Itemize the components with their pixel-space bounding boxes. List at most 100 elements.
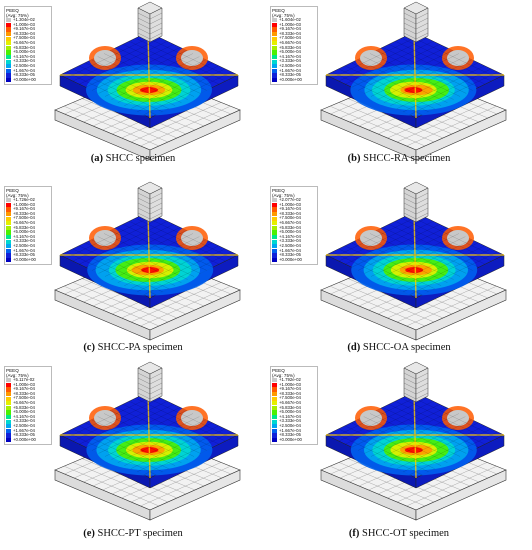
legend-entry: +0.000e+00	[272, 77, 316, 83]
legend-entry: +8.333e-05	[272, 253, 316, 258]
legend-entry: +3.333e-04	[6, 419, 50, 424]
panel-caption-letter: (a)	[90, 153, 103, 164]
legend-entry: +5.117e-02	[6, 377, 50, 383]
legend-swatch	[272, 257, 277, 263]
legend-entry: +5.000e-04	[272, 230, 316, 235]
legend-swatch	[6, 64, 11, 69]
legend-swatch	[6, 27, 11, 32]
legend-entry: +1.000e-03	[272, 382, 316, 388]
legend-value: +8.333e-04	[13, 30, 35, 36]
legend-value: +5.000e-04	[13, 229, 35, 235]
legend-value: +1.000e-03	[279, 201, 301, 207]
legend-swatch	[6, 230, 11, 235]
legend-value: +1.304e-02	[13, 17, 35, 22]
legend-value: +8.333e-04	[13, 390, 35, 396]
panel-caption-letter: (c)	[83, 342, 95, 353]
legend-swatch	[272, 41, 277, 46]
legend-value: +6.667e-04	[279, 219, 301, 225]
legend-entry: +8.333e-05	[6, 73, 50, 78]
legend-swatch	[272, 433, 277, 438]
legend-entry: +7.500e-04	[6, 216, 50, 221]
legend-value: +8.333e-05	[13, 432, 35, 438]
legend-swatch	[272, 68, 277, 73]
legend-entry: +4.167e-04	[272, 414, 316, 420]
legend-entry: +3.333e-04	[272, 59, 316, 64]
legend-entry: +1.667e-04	[272, 68, 316, 74]
legend-value: +6.667e-04	[279, 399, 301, 405]
legend-swatch	[6, 31, 11, 37]
legend-entry: +6.667e-04	[6, 40, 50, 46]
legend-entry: +1.000e-03	[272, 201, 316, 208]
panel-caption: (e) SHCC-PT specimen	[0, 528, 266, 539]
legend-value: +2.500e-04	[279, 422, 301, 428]
specimen-contour-plot	[54, 181, 241, 341]
legend-title: PEEQ	[272, 8, 285, 13]
legend-swatch	[6, 59, 11, 64]
legend-entry: +1.667e-04	[272, 428, 316, 434]
legend-value: +4.167e-04	[279, 53, 301, 59]
legend-entry: +8.333e-04	[6, 30, 50, 37]
legend-value: +5.000e-04	[13, 409, 35, 415]
legend-entry: +3.333e-04	[272, 239, 316, 244]
legend-entry: +5.000e-04	[6, 50, 50, 55]
legend-swatch	[272, 50, 277, 55]
legend-entry: +9.167e-04	[272, 387, 316, 392]
legend-swatch	[6, 45, 11, 50]
legend-swatch	[6, 387, 11, 392]
legend-entry: +5.000e-04	[272, 50, 316, 55]
legend-entry: +6.667e-04	[272, 219, 316, 226]
panel-caption-text: SHCC-OT specimen	[362, 528, 450, 539]
legend-value: +8.333e-04	[279, 390, 301, 396]
legend-title: PEEQ	[6, 368, 19, 373]
legend-entry: +0.000e+00	[6, 437, 50, 443]
legend-entry: +2.500e-04	[6, 63, 50, 69]
legend-swatch	[272, 211, 277, 217]
panel-caption-text: SHCC-PT specimen	[97, 528, 183, 539]
legend-entry: +0.000e+00	[272, 437, 316, 443]
legend-entry: +1.000e-03	[6, 382, 50, 388]
legend-value: +2.500e-04	[13, 422, 35, 428]
legend-entry: +7.500e-04	[272, 396, 316, 401]
panel-caption-text: SHCC-RA specimen	[363, 153, 451, 164]
legend-entry: +8.333e-05	[272, 73, 316, 78]
legend-value: +1.726e-02	[13, 197, 35, 202]
legend-entry: +4.167e-04	[272, 53, 316, 60]
legend-entry: +2.077e-02	[272, 197, 316, 203]
legend-value: +2.500e-04	[279, 242, 301, 248]
legend-value: +8.333e-05	[279, 432, 301, 438]
legend-subtitle: (Avg: 75%)	[272, 373, 295, 378]
legend-swatch	[6, 391, 11, 397]
legend-value: +7.500e-04	[279, 35, 301, 41]
legend-entry: +4.167e-04	[6, 234, 50, 240]
legend-swatch	[272, 18, 277, 23]
legend-swatch	[6, 73, 11, 78]
panel-caption-letter: (f)	[348, 528, 360, 539]
legend-swatch	[6, 401, 11, 406]
legend-subtitle: (Avg: 75%)	[272, 193, 295, 198]
legend-value: +5.833e-04	[13, 404, 35, 410]
legend-entry: +2.500e-04	[6, 243, 50, 249]
legend-value: +9.167e-04	[279, 386, 301, 392]
legend-entry: +9.167e-04	[6, 387, 50, 392]
legend-swatch	[6, 202, 11, 207]
legend-swatch	[272, 36, 277, 41]
legend-swatch	[272, 244, 277, 249]
legend-value: +1.792e-02	[279, 377, 301, 382]
legend-value: +1.000e-03	[279, 21, 301, 27]
panel-caption: (f) SHCC-OT specimen	[266, 528, 532, 539]
legend-swatch	[6, 198, 11, 203]
legend-entry: +1.667e-04	[6, 428, 50, 434]
legend-entry: +6.667e-04	[272, 399, 316, 406]
legend-value: +6.667e-04	[279, 39, 301, 45]
legend-value: +4.167e-04	[13, 413, 35, 419]
legend-swatch	[6, 225, 11, 230]
legend-title: PEEQ	[6, 8, 19, 13]
legend-title: PEEQ	[272, 188, 285, 193]
legend-value: +7.500e-04	[279, 395, 301, 401]
legend-entry: +5.000e-04	[6, 410, 50, 415]
legend-entry: +7.500e-04	[6, 396, 50, 401]
legend-entry: +0.000e+00	[272, 257, 316, 263]
legend-entry: +1.667e-04	[6, 248, 50, 254]
legend-entry: +5.833e-04	[272, 225, 316, 231]
panel-caption-letter: (e)	[83, 528, 95, 539]
